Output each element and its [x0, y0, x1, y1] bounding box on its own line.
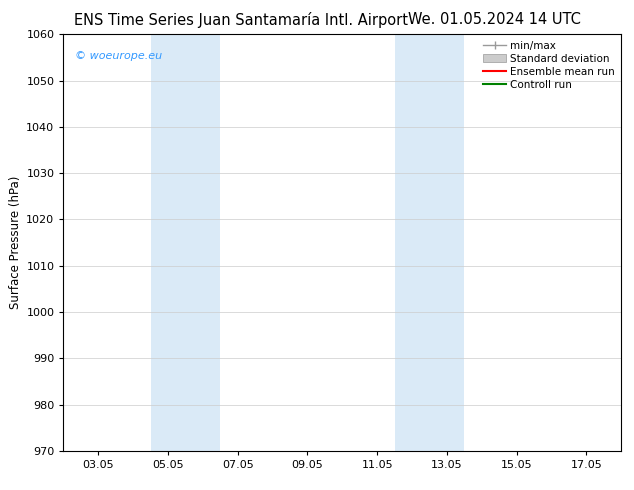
Legend: min/max, Standard deviation, Ensemble mean run, Controll run: min/max, Standard deviation, Ensemble me… — [479, 36, 619, 94]
Text: © woeurope.eu: © woeurope.eu — [75, 51, 162, 61]
Text: ENS Time Series Juan Santamaría Intl. Airport: ENS Time Series Juan Santamaría Intl. Ai… — [74, 12, 408, 28]
Bar — [150, 34, 221, 451]
Bar — [394, 34, 464, 451]
Text: We. 01.05.2024 14 UTC: We. 01.05.2024 14 UTC — [408, 12, 581, 27]
Y-axis label: Surface Pressure (hPa): Surface Pressure (hPa) — [9, 176, 22, 309]
